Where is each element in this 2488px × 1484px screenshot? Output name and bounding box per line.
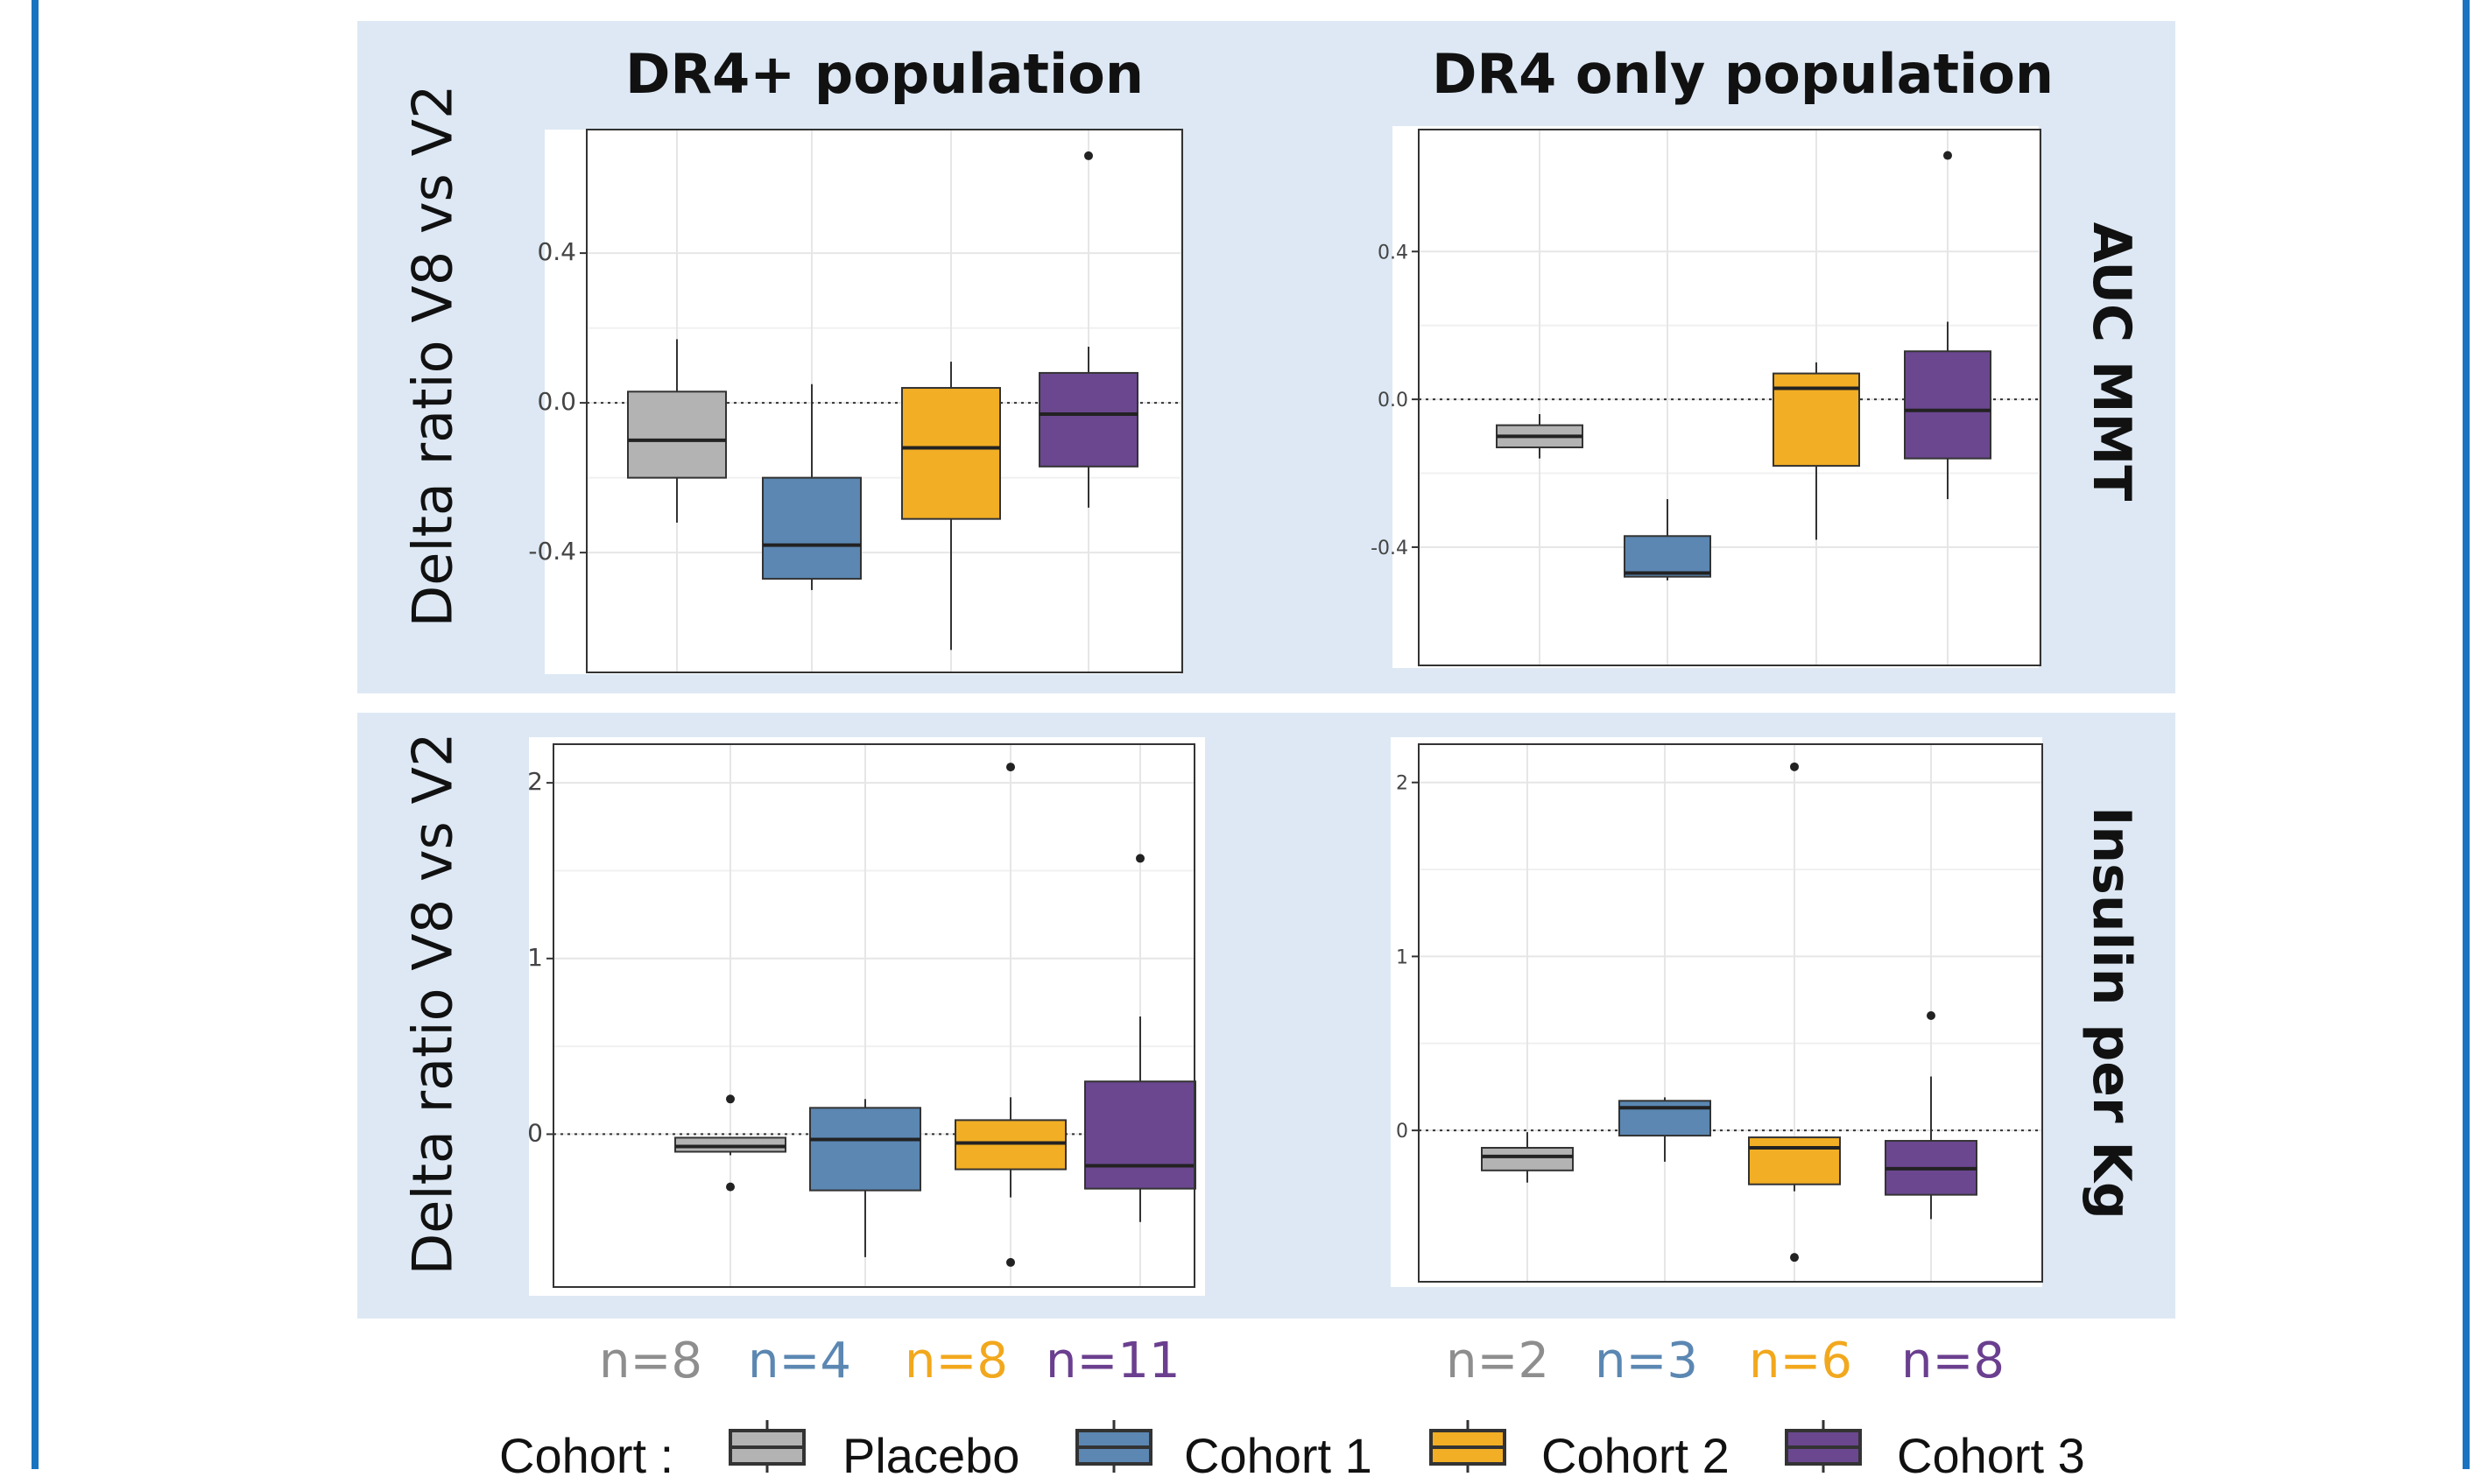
box-placebo (1481, 1132, 1574, 1183)
box-body-placebo (1481, 1146, 1574, 1171)
y-tick-label: 0.0 (537, 387, 576, 416)
box-cohort3 (1885, 1010, 1977, 1220)
outlier-point-cohort2 (1790, 1253, 1799, 1262)
box-cohort1 (809, 1099, 921, 1257)
count-dr4only-cohort3: n=8 (1900, 1333, 2005, 1389)
panel-dr4only-insulin: 0 1 2 (1391, 737, 2043, 1287)
box-body-cohort2 (955, 1119, 1067, 1171)
panel-background (529, 737, 1205, 1296)
box-body-cohort2 (1748, 1136, 1841, 1185)
panel-background (1391, 737, 2042, 1287)
outlier-point-cohort2 (1790, 762, 1799, 771)
box-body-cohort3 (1084, 1080, 1196, 1190)
box-body-cohort1 (809, 1107, 921, 1192)
box-body-cohort1 (1624, 535, 1711, 578)
count-dr4plus-placebo: n=8 (598, 1333, 703, 1389)
count-dr4plus-cohort1: n=4 (747, 1333, 852, 1389)
frame-left-border (32, 0, 39, 1469)
count-dr4only-placebo: n=2 (1445, 1333, 1550, 1389)
panel-border (586, 129, 1183, 673)
box-cohort1 (1618, 1097, 1711, 1162)
panel-dr4plus-auc: -0.4 0.0 0.4 (528, 129, 1183, 674)
outlier-point-cohort2 (1006, 763, 1015, 772)
outlier-point-cohort3 (1927, 1010, 1935, 1020)
legend-label-cohort2: Cohort 2 (1541, 1428, 1730, 1483)
box-body-cohort3 (1039, 371, 1138, 468)
box-body-cohort1 (762, 476, 862, 580)
row-label-insulin-per-kg: Insulin per Kg (2081, 806, 2142, 1220)
box-placebo (1496, 413, 1583, 459)
box-body-placebo (627, 390, 727, 479)
count-dr4only-cohort1: n=3 (1594, 1333, 1699, 1389)
count-dr4plus-cohort3: n=11 (1046, 1333, 1181, 1389)
y-tick-label: 0 (527, 1118, 543, 1147)
outlier-point-cohort2 (1006, 1257, 1015, 1267)
column-title-dr4plus: DR4+ population (624, 42, 1145, 106)
panel-dr4plus-insulin: 0 1 2 (527, 737, 1205, 1296)
count-dr4plus-cohort2: n=8 (904, 1333, 1009, 1389)
legend-label-placebo: Placebo (842, 1428, 1020, 1483)
y-tick-label: 0.4 (1378, 242, 1408, 264)
box-cohort3 (1904, 151, 1991, 500)
box-cohort3 (1084, 854, 1196, 1222)
box-body-placebo (674, 1136, 786, 1153)
outlier-point-placebo (726, 1182, 735, 1192)
y-tick-label: 0.4 (537, 237, 576, 266)
box-cohort2 (1748, 762, 1841, 1262)
box-cohort1 (1624, 499, 1711, 580)
legend-key-cohort1 (1075, 1420, 1152, 1473)
panel-border (553, 743, 1195, 1288)
outlier-point-placebo (726, 1094, 735, 1104)
box-body-cohort2 (901, 387, 1001, 520)
panel-dr4only-auc: -0.4 0.0 0.4 (1371, 126, 2041, 668)
legend-label-cohort1: Cohort 1 (1184, 1428, 1372, 1483)
y-tick-label: -0.4 (1371, 538, 1408, 559)
row-label-auc-mmt: AUC MMT (2081, 222, 2142, 502)
y-tick-label: 2 (1396, 773, 1408, 795)
panel-border (1418, 743, 2043, 1283)
legend-key-cohort2 (1429, 1420, 1506, 1473)
box-placebo (627, 339, 727, 523)
legend-label-cohort3: Cohort 3 (1897, 1428, 2085, 1483)
legend-title: Cohort : (499, 1428, 674, 1483)
frame-right-border (2463, 0, 2470, 1469)
count-dr4only-cohort2: n=6 (1748, 1333, 1853, 1389)
panel-border (1418, 129, 2041, 666)
y-tick-label: 2 (527, 767, 543, 796)
box-cohort1 (762, 383, 862, 590)
column-title-dr4only: DR4 only population (1431, 42, 2055, 106)
box-placebo (674, 1094, 786, 1192)
box-cohort2 (1773, 362, 1860, 540)
box-cohort3 (1039, 151, 1138, 508)
box-cohort2 (901, 362, 1001, 651)
y-tick-label: 0.0 (1378, 390, 1408, 411)
y-tick-label: 1 (1396, 946, 1408, 968)
y-axis-label-row1: Delta ratio V8 vs V2 (400, 84, 465, 628)
y-tick-label: 1 (527, 943, 543, 972)
legend-key-placebo (729, 1420, 806, 1473)
legend-key-cohort3 (1785, 1420, 1862, 1473)
outlier-point-cohort3 (1084, 151, 1093, 160)
y-tick-label: -0.4 (528, 537, 576, 566)
y-tick-label: 0 (1396, 1121, 1408, 1143)
outlier-point-cohort3 (1943, 151, 1952, 160)
box-cohort2 (955, 763, 1067, 1267)
box-body-cohort3 (1904, 350, 1991, 460)
outlier-point-cohort3 (1136, 854, 1145, 863)
y-axis-label-row2: Delta ratio V8 vs V2 (400, 732, 465, 1276)
